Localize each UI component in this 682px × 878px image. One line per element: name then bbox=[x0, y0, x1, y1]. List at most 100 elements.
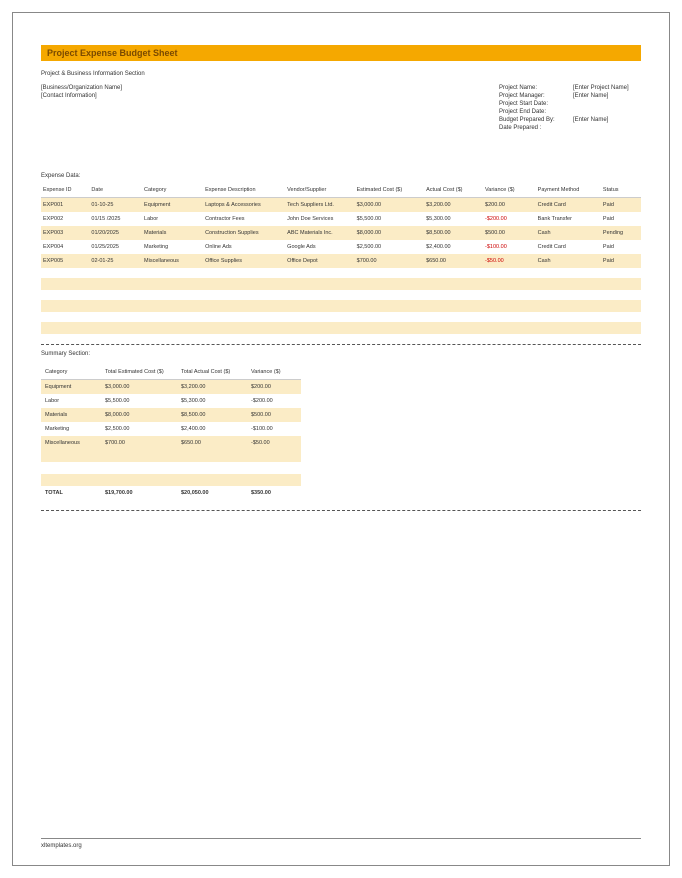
table-row: EXP00201/15 /2025LaborContractor FeesJoh… bbox=[41, 212, 641, 226]
table-cell: 01/25/2025 bbox=[89, 240, 142, 254]
table-cell: Office Supplies bbox=[203, 254, 285, 268]
table-cell: $3,200.00 bbox=[177, 380, 247, 395]
table-cell: $200.00 bbox=[483, 198, 536, 213]
stripe-spacer-row bbox=[41, 474, 301, 486]
business-name: [Business/Organization Name] bbox=[41, 85, 341, 91]
total-cell: $350.00 bbox=[247, 486, 301, 500]
table-cell: $5,300.00 bbox=[177, 394, 247, 408]
stripe-spacer-row bbox=[41, 450, 301, 462]
table-cell: $8,500.00 bbox=[177, 408, 247, 422]
table-cell: $700.00 bbox=[101, 436, 177, 450]
table-cell: Cash bbox=[536, 254, 601, 268]
label-prepared-by: Budget Prepared By: bbox=[499, 117, 563, 123]
stripe-spacer bbox=[41, 300, 641, 312]
footer-text: xltemplates.org bbox=[41, 843, 82, 849]
table-cell: $2,500.00 bbox=[355, 240, 424, 254]
table-cell: $650.00 bbox=[177, 436, 247, 450]
table-cell: $8,000.00 bbox=[355, 226, 424, 240]
stripe-spacer bbox=[41, 322, 641, 334]
total-cell: $19,700.00 bbox=[101, 486, 177, 500]
table-cell: Materials bbox=[41, 408, 101, 422]
table-row: Labor$5,500.00$5,300.00-$200.00 bbox=[41, 394, 301, 408]
expense-header: Actual Cost ($) bbox=[424, 183, 483, 198]
table-cell: Online Ads bbox=[203, 240, 285, 254]
expense-header: Status bbox=[601, 183, 641, 198]
expense-header: Expense Description bbox=[203, 183, 285, 198]
table-cell: Materials bbox=[142, 226, 203, 240]
table-cell: $8,000.00 bbox=[101, 408, 177, 422]
summary-table: CategoryTotal Estimated Cost ($)Total Ac… bbox=[41, 365, 301, 500]
expense-header: Estimated Cost ($) bbox=[355, 183, 424, 198]
info-block: [Business/Organization Name] Project Nam… bbox=[41, 85, 641, 131]
table-cell: 01/15 /2025 bbox=[89, 212, 142, 226]
table-cell: EXP003 bbox=[41, 226, 89, 240]
table-cell: $2,400.00 bbox=[424, 240, 483, 254]
summary-section-label: Summary Section: bbox=[41, 351, 641, 357]
stripe-spacer bbox=[41, 278, 641, 290]
table-cell: Miscellaneous bbox=[41, 436, 101, 450]
table-cell: -$200.00 bbox=[247, 394, 301, 408]
table-cell: Pending bbox=[601, 226, 641, 240]
table-cell: Contractor Fees bbox=[203, 212, 285, 226]
table-cell: $5,500.00 bbox=[101, 394, 177, 408]
table-row: EXP00101-10-25EquipmentLaptops & Accesso… bbox=[41, 198, 641, 213]
table-cell: ABC Materials Inc. bbox=[285, 226, 354, 240]
table-cell: $3,000.00 bbox=[355, 198, 424, 213]
contact-info: [Contact Information] bbox=[41, 93, 341, 99]
value-end-date bbox=[573, 109, 641, 115]
table-cell: -$100.00 bbox=[483, 240, 536, 254]
info-section-label: Project & Business Information Section bbox=[41, 71, 641, 77]
table-cell: EXP005 bbox=[41, 254, 89, 268]
summary-header: Total Estimated Cost ($) bbox=[101, 365, 177, 380]
table-cell: John Doe Services bbox=[285, 212, 354, 226]
table-cell: Credit Card bbox=[536, 198, 601, 213]
table-cell: Google Ads bbox=[285, 240, 354, 254]
label-end-date: Project End Date: bbox=[499, 109, 563, 115]
table-cell: 02-01-25 bbox=[89, 254, 142, 268]
table-cell: Paid bbox=[601, 240, 641, 254]
value-start-date bbox=[573, 101, 641, 107]
table-cell: Equipment bbox=[41, 380, 101, 395]
table-cell: $650.00 bbox=[424, 254, 483, 268]
table-row: EXP00502-01-25MiscellaneousOffice Suppli… bbox=[41, 254, 641, 268]
table-cell: Paid bbox=[601, 254, 641, 268]
document-page: Project Expense Budget Sheet Project & B… bbox=[12, 12, 670, 866]
table-cell: $3,000.00 bbox=[101, 380, 177, 395]
table-row: Marketing$2,500.00$2,400.00-$100.00 bbox=[41, 422, 301, 436]
table-cell: Labor bbox=[41, 394, 101, 408]
table-row: EXP00301/20/2025MaterialsConstruction Su… bbox=[41, 226, 641, 240]
table-cell: $3,200.00 bbox=[424, 198, 483, 213]
expense-table: Expense IDDateCategoryExpense Descriptio… bbox=[41, 183, 641, 268]
table-cell: $2,500.00 bbox=[101, 422, 177, 436]
table-cell: $500.00 bbox=[247, 408, 301, 422]
expense-header: Date bbox=[89, 183, 142, 198]
table-cell: EXP002 bbox=[41, 212, 89, 226]
expense-header: Vendor/Supplier bbox=[285, 183, 354, 198]
total-row: TOTAL$19,700.00$20,050.00$350.00 bbox=[41, 486, 301, 500]
table-cell: Construction Supplies bbox=[203, 226, 285, 240]
divider-dashed bbox=[41, 510, 641, 511]
summary-header: Variance ($) bbox=[247, 365, 301, 380]
divider-dashed bbox=[41, 344, 641, 345]
table-cell: Labor bbox=[142, 212, 203, 226]
value-date-prepared bbox=[573, 125, 641, 131]
summary-header: Total Actual Cost ($) bbox=[177, 365, 247, 380]
table-cell: -$100.00 bbox=[247, 422, 301, 436]
expense-data-label: Expense Data: bbox=[41, 173, 641, 179]
table-cell: Bank Transfer bbox=[536, 212, 601, 226]
table-cell: Paid bbox=[601, 198, 641, 213]
table-row: EXP00401/25/2025MarketingOnline AdsGoogl… bbox=[41, 240, 641, 254]
summary-header: Category bbox=[41, 365, 101, 380]
total-cell: $20,050.00 bbox=[177, 486, 247, 500]
table-row: Miscellaneous$700.00$650.00-$50.00 bbox=[41, 436, 301, 450]
table-cell: $8,500.00 bbox=[424, 226, 483, 240]
label-date-prepared: Date Prepared : bbox=[499, 125, 563, 131]
table-cell: $700.00 bbox=[355, 254, 424, 268]
table-cell: Marketing bbox=[142, 240, 203, 254]
footer: xltemplates.org bbox=[41, 838, 641, 849]
label-project-name: Project Name: bbox=[499, 85, 563, 91]
label-project-manager: Project Manager: bbox=[499, 93, 563, 99]
table-cell: -$50.00 bbox=[247, 436, 301, 450]
value-project-name: [Enter Project Name] bbox=[573, 85, 641, 91]
table-cell: $200.00 bbox=[247, 380, 301, 395]
